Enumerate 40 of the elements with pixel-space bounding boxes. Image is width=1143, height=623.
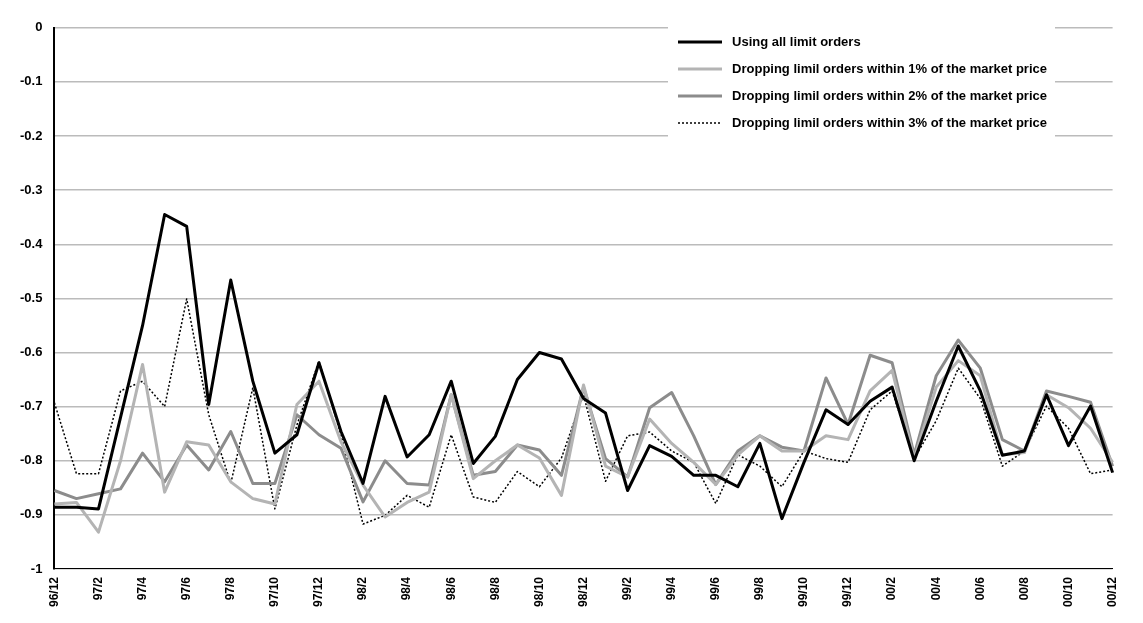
x-tick-label: 97/12 bbox=[311, 576, 326, 607]
x-tick-label: 99/12 bbox=[840, 576, 855, 607]
y-tick-label: -0.2 bbox=[19, 127, 43, 143]
y-tick-label: 0 bbox=[35, 19, 43, 35]
x-tick-label: 98/4 bbox=[399, 576, 414, 601]
x-tick-label: 98/8 bbox=[487, 576, 502, 601]
x-tick-label: 98/12 bbox=[575, 576, 590, 607]
y-tick-label: -1 bbox=[30, 560, 43, 576]
y-tick-label: -0.9 bbox=[19, 506, 43, 522]
y-tick-label: -0.1 bbox=[19, 73, 43, 89]
y-tick-label: -0.8 bbox=[19, 452, 43, 468]
y-tick-label: -0.5 bbox=[19, 289, 43, 305]
legend-label: Dropping limil orders within 2% of the market price bbox=[732, 88, 1047, 103]
x-tick-label: 00/4 bbox=[928, 576, 943, 601]
x-tick-label: 99/10 bbox=[796, 576, 811, 607]
x-tick-label: 98/2 bbox=[355, 576, 370, 601]
x-tick-label: 99/4 bbox=[664, 576, 678, 601]
y-tick-label: -0.3 bbox=[19, 181, 43, 197]
y-tick-label: -0.7 bbox=[19, 398, 43, 414]
x-tick-label: 98/10 bbox=[531, 576, 546, 607]
x-tick-label: 99/8 bbox=[752, 576, 767, 601]
x-tick-label: 99/2 bbox=[619, 576, 634, 601]
y-tick-label: -0.4 bbox=[19, 235, 44, 251]
x-tick-label: 97/6 bbox=[178, 576, 193, 601]
x-tick-label: 00/6 bbox=[972, 576, 987, 601]
x-tick-label: 00/10 bbox=[1060, 576, 1075, 607]
x-tick-label: 96/12 bbox=[46, 576, 61, 607]
x-tick-label: 97/10 bbox=[267, 576, 282, 607]
legend-label: Dropping limil orders within 1% of the market price bbox=[732, 61, 1047, 76]
x-tick-label: 00/12 bbox=[1104, 576, 1119, 607]
x-tick-label: 97/8 bbox=[223, 576, 238, 601]
legend-label: Dropping limil orders within 3% of the market price bbox=[732, 115, 1047, 130]
x-tick-label: 97/4 bbox=[134, 576, 149, 601]
x-tick-label: 00/2 bbox=[884, 576, 899, 601]
legend-label: Using all limit orders bbox=[732, 34, 861, 49]
x-tick-label: 98/6 bbox=[443, 576, 458, 601]
y-tick-label: -0.6 bbox=[19, 344, 43, 360]
x-tick-label: 97/2 bbox=[90, 576, 105, 601]
x-tick-label: 00/8 bbox=[1016, 576, 1031, 601]
x-tick-label: 99/6 bbox=[708, 576, 723, 601]
